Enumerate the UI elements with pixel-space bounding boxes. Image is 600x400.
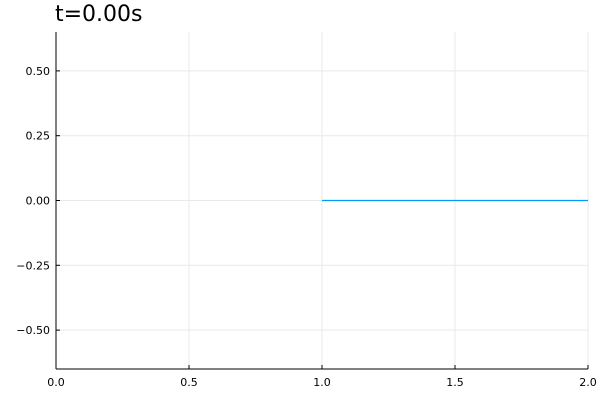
y-tick-label: 0.50 bbox=[26, 65, 51, 78]
y-tick-label: 0.00 bbox=[26, 195, 51, 208]
x-tick-label: 2.0 bbox=[579, 376, 597, 389]
y-tick-label: −0.50 bbox=[16, 324, 50, 337]
y-tick-labels: 0.50 0.25 0.00 −0.25 −0.50 bbox=[16, 65, 60, 337]
x-tick-label: 0.5 bbox=[180, 376, 198, 389]
y-tick-label: −0.25 bbox=[16, 259, 50, 272]
chart-title: t=0.00s bbox=[55, 2, 143, 27]
x-tick-label: 1.5 bbox=[446, 376, 464, 389]
x-tick-labels: 0.0 0.5 1.0 1.5 2.0 bbox=[47, 365, 597, 389]
x-tick-label: 1.0 bbox=[313, 376, 331, 389]
y-tick-label: 0.25 bbox=[26, 130, 51, 143]
x-tick-label: 0.0 bbox=[47, 376, 65, 389]
